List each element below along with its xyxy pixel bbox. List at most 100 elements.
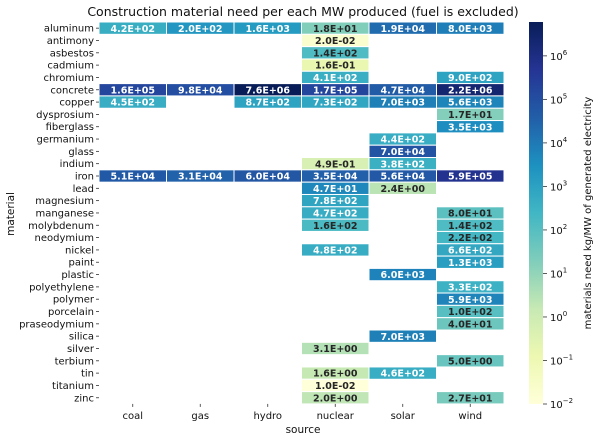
colorbar bbox=[529, 22, 543, 404]
cell-value-label: 3.5E+04 bbox=[313, 172, 358, 183]
y-tick-label: antimony bbox=[47, 36, 94, 47]
cell-value-label: 2.2E+02 bbox=[448, 233, 493, 244]
cell-value-label: 5.0E+00 bbox=[448, 356, 493, 367]
cell-value-label: 7.6E+06 bbox=[246, 85, 291, 96]
cell-value-label: 3.1E+00 bbox=[313, 344, 358, 355]
colorbar-tick-label: 10−2 bbox=[550, 397, 573, 411]
x-tick-label: solar bbox=[391, 411, 416, 422]
colorbar-label: materials need kg/MW of generated electr… bbox=[583, 97, 594, 330]
cell-value-label: 1.6E+02 bbox=[313, 221, 358, 232]
cell-value-label: 3.8E+02 bbox=[381, 159, 426, 170]
cell-value-label: 3.3E+02 bbox=[448, 282, 493, 293]
y-tick-label: manganese bbox=[35, 208, 94, 219]
y-tick-label: cadmium bbox=[47, 61, 94, 72]
cell-value-label: 4.6E+02 bbox=[381, 369, 426, 380]
heatmap-cell bbox=[436, 317, 505, 331]
cell-value-label: 4.7E+02 bbox=[313, 209, 358, 220]
y-tick-label: silica bbox=[69, 332, 94, 343]
heatmap-cell bbox=[436, 120, 505, 134]
y-tick-label: aluminum bbox=[44, 24, 94, 35]
y-tick-label: molybdenum bbox=[28, 221, 94, 232]
colorbar-tick-label: 105 bbox=[550, 92, 567, 106]
x-tick-label: wind bbox=[458, 411, 482, 422]
heatmap-cell bbox=[436, 354, 505, 368]
heatmap-cell bbox=[301, 243, 370, 257]
cell-value-label: 5.1E+04 bbox=[111, 172, 156, 183]
colorbar-tick-label: 100 bbox=[550, 310, 567, 324]
y-tick-label: zinc bbox=[74, 393, 94, 404]
cell-value-label: 1.0E-02 bbox=[315, 381, 355, 392]
cell-value-label: 8.7E+02 bbox=[246, 98, 291, 109]
cell-value-label: 9.8E+04 bbox=[178, 85, 223, 96]
cell-value-label: 1.9E+04 bbox=[381, 24, 426, 35]
y-tick-label: copper bbox=[59, 98, 94, 109]
cell-value-label: 4.2E+02 bbox=[111, 24, 156, 35]
y-tick-label: glass bbox=[68, 147, 94, 158]
cell-value-label: 2.0E-02 bbox=[315, 36, 355, 47]
cell-value-label: 3.1E+04 bbox=[178, 172, 223, 183]
cell-value-label: 4.5E+02 bbox=[111, 98, 156, 109]
y-tick-label: polyethylene bbox=[29, 282, 94, 293]
cell-value-label: 2.0E+00 bbox=[313, 393, 358, 404]
heatmap-cell bbox=[436, 255, 505, 269]
y-tick-label: praseodymium bbox=[19, 319, 94, 330]
x-axis-label: source bbox=[286, 424, 321, 436]
x-tick-label: coal bbox=[122, 411, 143, 422]
cell-value-label: 2.7E+01 bbox=[448, 393, 493, 404]
colorbar-tick-label: 101 bbox=[550, 266, 567, 280]
cell-value-label: 2.4E+00 bbox=[381, 184, 426, 195]
heatmap-cell bbox=[301, 218, 370, 232]
heatmap-cell bbox=[301, 341, 370, 356]
colorbar-tick-label: 106 bbox=[550, 49, 568, 63]
cell-value-label: 3.5E+03 bbox=[448, 122, 493, 133]
y-axis-label: material bbox=[5, 192, 17, 236]
heatmap-cell bbox=[436, 21, 505, 35]
cell-value-label: 2.0E+02 bbox=[178, 24, 223, 35]
y-tick-label: plastic bbox=[61, 270, 94, 281]
cell-value-label: 4.7E+01 bbox=[313, 184, 358, 195]
y-tick-label: polymer bbox=[53, 295, 95, 306]
y-tick-label: iron bbox=[75, 172, 94, 183]
chart-title: Construction material need per each MW p… bbox=[87, 4, 518, 19]
cell-value-label: 1.8E+01 bbox=[313, 24, 358, 35]
heatmap-cell bbox=[368, 267, 437, 282]
y-tick-label: fiberglass bbox=[46, 122, 94, 133]
y-tick-label: indium bbox=[60, 159, 94, 170]
y-tick-label: paint bbox=[68, 258, 94, 269]
cell-value-label: 7.8E+02 bbox=[313, 196, 358, 207]
colorbar-tick-label: 103 bbox=[550, 179, 567, 193]
x-tick-label: gas bbox=[191, 411, 209, 422]
y-tick-label: concrete bbox=[50, 85, 94, 96]
cell-value-label: 4.8E+02 bbox=[313, 246, 358, 257]
cell-value-label: 1.6E+00 bbox=[313, 369, 358, 380]
cell-value-label: 1.6E+03 bbox=[246, 24, 291, 35]
cell-value-label: 7.3E+02 bbox=[313, 98, 358, 109]
cell-value-label: 4.4E+02 bbox=[381, 135, 426, 146]
y-tick-label: silver bbox=[67, 344, 95, 355]
cell-value-label: 1.4E+02 bbox=[448, 221, 493, 232]
cell-value-label: 5.9E+05 bbox=[448, 172, 493, 183]
colorbar-tick-label: 10−1 bbox=[550, 353, 573, 367]
colorbar-tick-label: 102 bbox=[550, 223, 567, 237]
cell-value-label: 8.0E+03 bbox=[448, 24, 493, 35]
cell-value-label: 1.6E+05 bbox=[111, 85, 156, 96]
y-tick-label: neodymium bbox=[35, 233, 94, 244]
cell-value-label: 1.6E-01 bbox=[315, 61, 355, 72]
cell-value-label: 6.0E+03 bbox=[381, 270, 426, 281]
y-tick-label: chromium bbox=[44, 73, 94, 84]
cell-value-label: 7.0E+04 bbox=[381, 147, 426, 158]
heatmap-cell bbox=[436, 169, 505, 183]
colorbar-ticks: 10−2 10−1 100 101 102 103 104 105 106 bbox=[543, 49, 573, 411]
cell-value-label: 9.0E+02 bbox=[448, 73, 493, 84]
cell-value-label: 2.2E+06 bbox=[448, 85, 493, 96]
cell-value-label: 5.9E+03 bbox=[448, 295, 493, 306]
y-tick-label: germanium bbox=[37, 135, 95, 146]
cell-value-label: 6.0E+04 bbox=[246, 172, 291, 183]
x-tick-label: nuclear bbox=[317, 411, 355, 422]
heatmap-cell bbox=[368, 329, 437, 343]
cell-value-label: 1.7E+05 bbox=[313, 85, 358, 96]
y-tick-label: asbestos bbox=[50, 48, 94, 59]
y-tick-label: tin bbox=[81, 369, 94, 380]
heatmap-cell bbox=[368, 181, 437, 195]
